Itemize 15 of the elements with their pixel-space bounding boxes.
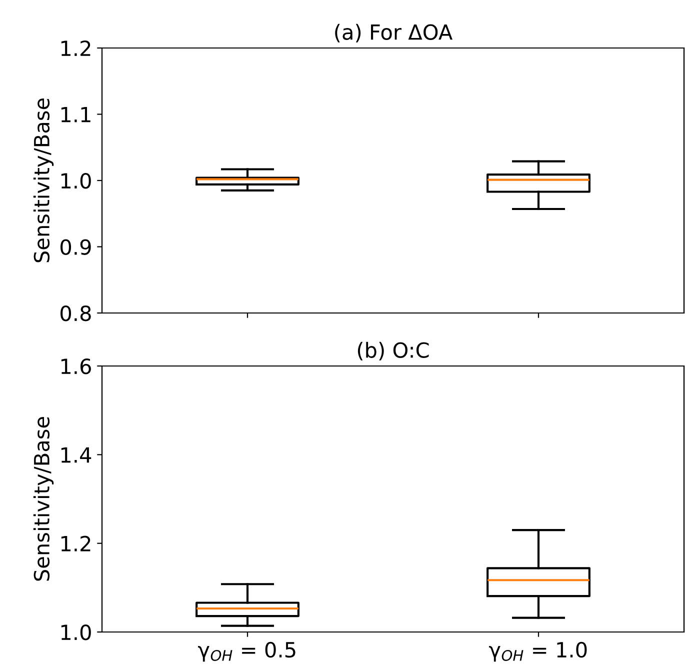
y-tick-label: 1.0 bbox=[61, 172, 91, 189]
y-tick-label: 0.9 bbox=[60, 239, 91, 255]
y-tick-label: 1.4 bbox=[61, 447, 92, 463]
chart-title: (a) For ΔOA bbox=[335, 24, 452, 42]
x-tick-label: γ$_{OH}$ = 1.0 bbox=[489, 642, 587, 662]
y-tick-label: 1.2 bbox=[61, 536, 90, 552]
chart-title: (b) O:C bbox=[358, 342, 429, 360]
y-tick-label: 1.1 bbox=[61, 106, 90, 122]
y-axis-title: Sensitivity/Base bbox=[33, 417, 54, 581]
y-axis-title: Sensitivity/Base bbox=[33, 98, 54, 262]
y-tick-label: 0.8 bbox=[60, 305, 91, 322]
y-tick-label: 1.6 bbox=[61, 358, 91, 374]
y-tick-label: 1.0 bbox=[61, 624, 91, 640]
x-tick-label: γ$_{OH}$ = 0.5 bbox=[198, 642, 296, 662]
y-tick-label: 1.2 bbox=[61, 40, 90, 56]
